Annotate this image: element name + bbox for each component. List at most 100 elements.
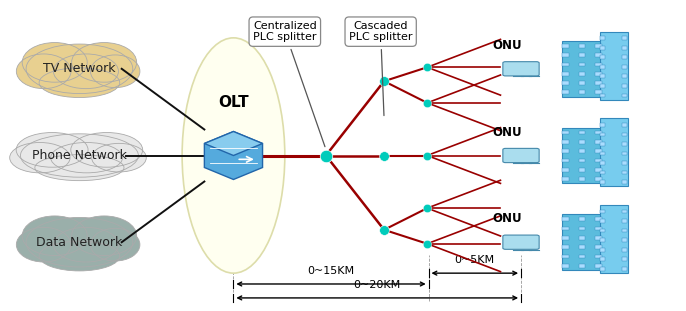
FancyBboxPatch shape <box>578 63 585 66</box>
Ellipse shape <box>22 43 87 82</box>
FancyBboxPatch shape <box>622 55 627 59</box>
FancyBboxPatch shape <box>578 168 585 172</box>
Ellipse shape <box>16 54 71 89</box>
Text: OLT: OLT <box>218 95 249 110</box>
FancyBboxPatch shape <box>578 264 585 267</box>
FancyBboxPatch shape <box>578 91 585 94</box>
FancyBboxPatch shape <box>600 238 605 242</box>
FancyBboxPatch shape <box>622 36 627 40</box>
FancyBboxPatch shape <box>600 132 605 136</box>
FancyBboxPatch shape <box>600 55 605 59</box>
FancyBboxPatch shape <box>595 236 602 240</box>
FancyBboxPatch shape <box>595 44 602 48</box>
FancyBboxPatch shape <box>622 142 627 146</box>
FancyBboxPatch shape <box>562 72 569 76</box>
FancyBboxPatch shape <box>578 255 585 258</box>
FancyBboxPatch shape <box>600 171 605 174</box>
Text: 0~20KM: 0~20KM <box>353 280 401 290</box>
FancyBboxPatch shape <box>600 210 605 213</box>
Text: 0~15KM: 0~15KM <box>307 266 355 276</box>
Ellipse shape <box>91 55 140 88</box>
FancyBboxPatch shape <box>600 36 605 40</box>
FancyBboxPatch shape <box>622 152 627 156</box>
FancyBboxPatch shape <box>600 205 628 273</box>
FancyBboxPatch shape <box>562 44 569 48</box>
FancyBboxPatch shape <box>595 63 602 66</box>
FancyBboxPatch shape <box>622 248 627 252</box>
FancyBboxPatch shape <box>503 148 539 163</box>
Ellipse shape <box>26 44 133 94</box>
Ellipse shape <box>39 68 120 98</box>
Text: Cascaded
PLC splitter: Cascaded PLC splitter <box>349 21 412 116</box>
FancyBboxPatch shape <box>622 161 627 165</box>
Text: ONU: ONU <box>493 212 522 225</box>
FancyBboxPatch shape <box>622 46 627 49</box>
FancyBboxPatch shape <box>578 140 585 144</box>
FancyBboxPatch shape <box>600 46 605 49</box>
FancyBboxPatch shape <box>595 53 602 57</box>
FancyBboxPatch shape <box>622 180 627 184</box>
FancyBboxPatch shape <box>595 159 602 162</box>
FancyBboxPatch shape <box>562 140 569 144</box>
FancyBboxPatch shape <box>562 41 603 97</box>
FancyBboxPatch shape <box>622 75 627 78</box>
FancyBboxPatch shape <box>562 159 569 162</box>
FancyBboxPatch shape <box>595 245 602 249</box>
Text: ONU: ONU <box>493 126 522 139</box>
FancyBboxPatch shape <box>600 94 605 97</box>
Ellipse shape <box>71 132 143 167</box>
FancyBboxPatch shape <box>622 123 627 127</box>
FancyBboxPatch shape <box>600 75 605 78</box>
Ellipse shape <box>91 228 140 261</box>
Ellipse shape <box>71 216 137 256</box>
FancyBboxPatch shape <box>595 131 602 134</box>
Text: Centralized
PLC splitter: Centralized PLC splitter <box>253 21 325 147</box>
FancyBboxPatch shape <box>503 62 539 76</box>
FancyBboxPatch shape <box>622 267 627 271</box>
FancyBboxPatch shape <box>622 94 627 97</box>
FancyBboxPatch shape <box>622 258 627 261</box>
FancyBboxPatch shape <box>562 53 569 57</box>
Ellipse shape <box>21 134 139 177</box>
FancyBboxPatch shape <box>600 161 605 165</box>
FancyBboxPatch shape <box>622 229 627 233</box>
FancyBboxPatch shape <box>562 63 569 66</box>
FancyBboxPatch shape <box>600 219 605 223</box>
FancyBboxPatch shape <box>600 152 605 156</box>
FancyBboxPatch shape <box>578 177 585 181</box>
FancyBboxPatch shape <box>503 235 539 249</box>
Ellipse shape <box>54 227 119 262</box>
FancyBboxPatch shape <box>562 131 569 134</box>
FancyBboxPatch shape <box>578 72 585 76</box>
FancyBboxPatch shape <box>578 159 585 162</box>
FancyBboxPatch shape <box>562 236 569 240</box>
FancyBboxPatch shape <box>595 91 602 94</box>
FancyBboxPatch shape <box>622 132 627 136</box>
Text: TV Network: TV Network <box>43 62 116 75</box>
FancyBboxPatch shape <box>595 217 602 221</box>
Polygon shape <box>204 132 263 156</box>
Text: Phone Network: Phone Network <box>32 149 127 162</box>
FancyBboxPatch shape <box>622 238 627 242</box>
Ellipse shape <box>51 142 123 173</box>
FancyBboxPatch shape <box>595 255 602 258</box>
FancyBboxPatch shape <box>600 267 605 271</box>
Text: Data Network: Data Network <box>36 236 123 249</box>
Ellipse shape <box>10 142 70 173</box>
FancyBboxPatch shape <box>562 177 569 181</box>
FancyBboxPatch shape <box>578 149 585 153</box>
FancyBboxPatch shape <box>578 53 585 57</box>
Text: 0~5KM: 0~5KM <box>455 255 495 265</box>
FancyBboxPatch shape <box>595 140 602 144</box>
FancyBboxPatch shape <box>595 227 602 230</box>
FancyBboxPatch shape <box>600 84 605 88</box>
FancyBboxPatch shape <box>595 168 602 172</box>
Ellipse shape <box>22 216 87 256</box>
Ellipse shape <box>92 143 146 172</box>
Ellipse shape <box>71 43 137 82</box>
Ellipse shape <box>35 155 124 181</box>
FancyBboxPatch shape <box>595 149 602 153</box>
Polygon shape <box>204 132 263 179</box>
FancyBboxPatch shape <box>622 219 627 223</box>
FancyBboxPatch shape <box>600 32 628 100</box>
